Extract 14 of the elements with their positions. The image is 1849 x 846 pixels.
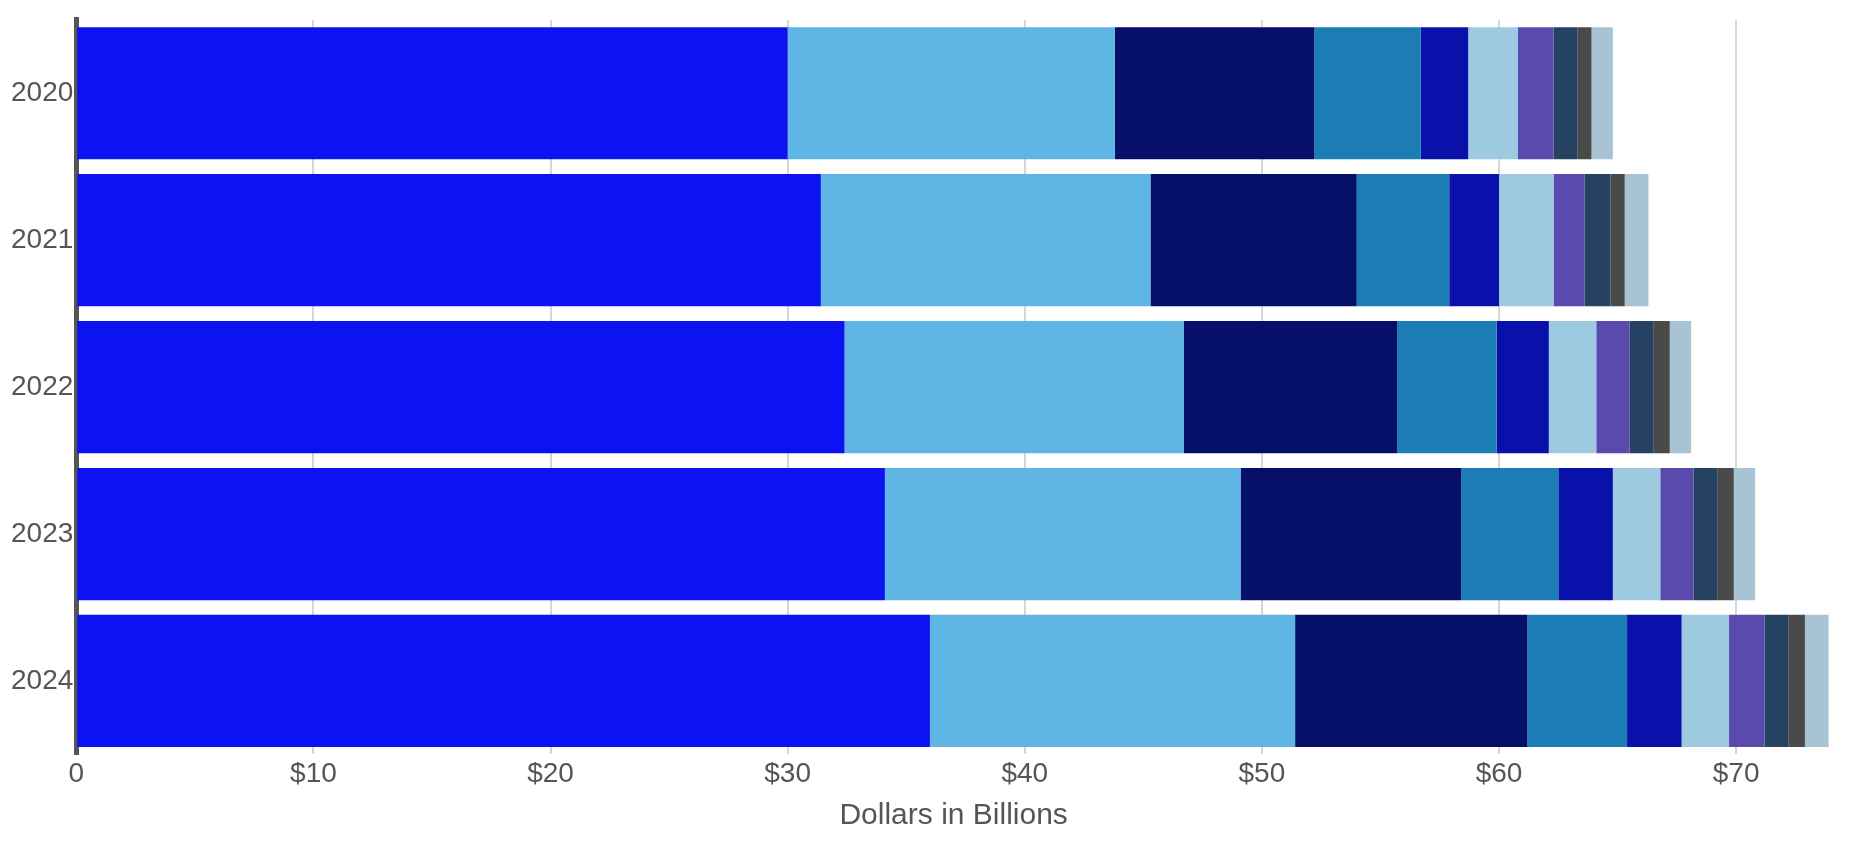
x-tick-label: $30 [764,756,812,788]
y-tick-label: 2020 [10,75,74,107]
y-tick-label: 2023 [10,516,74,548]
y-tick-label: 2024 [10,663,74,695]
x-tick-label: $60 [1475,756,1523,788]
y-tick-label: 2022 [10,369,74,401]
x-tick-label: $50 [1238,756,1286,788]
x-axis-title: Dollars in Billions [839,797,1068,831]
x-tick-label: $40 [1001,756,1049,788]
x-tick-label: $70 [1712,756,1760,788]
y-tick-label: 2021 [10,222,74,254]
x-tick-label: $10 [290,756,337,788]
x-tick-label: $20 [527,756,574,788]
x-tick-label: 0 [68,756,85,788]
